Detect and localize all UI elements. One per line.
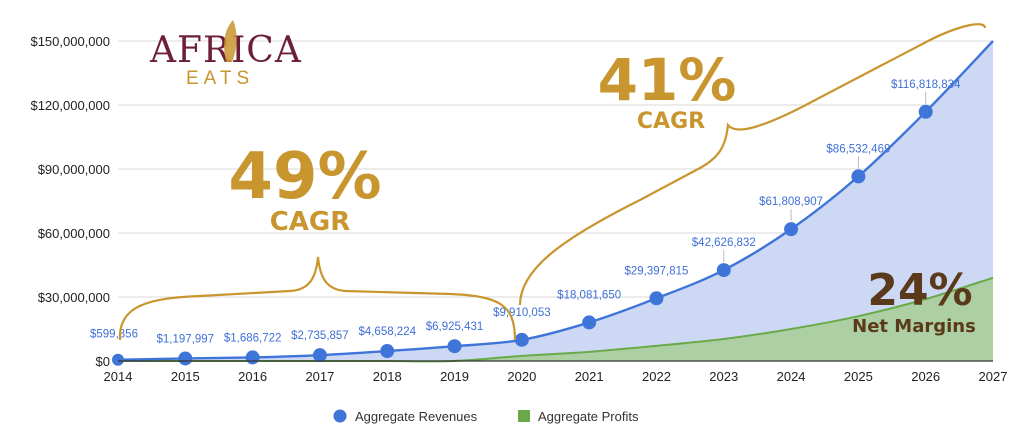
x-tick-label: 2015: [171, 369, 200, 384]
x-tick-label: 2025: [844, 369, 873, 384]
x-tick-label: 2026: [911, 369, 940, 384]
cagr1-value: 49%: [228, 140, 381, 214]
y-tick-label: $30,000,000: [38, 290, 110, 305]
revenue-point: [918, 104, 933, 119]
legend-profit-label: Aggregate Profits: [538, 409, 639, 424]
africa-eats-logo: AFRICA EATS: [149, 20, 301, 89]
wheat-icon: [224, 20, 237, 62]
revenue-data-label: $4,658,224: [358, 326, 416, 338]
y-tick-label: $150,000,000: [30, 34, 110, 49]
x-tick-label: 2022: [642, 369, 671, 384]
revenue-data-label: $61,808,907: [759, 196, 823, 208]
cagr2-value: 41%: [598, 46, 737, 114]
cagr1-label: CAGR: [270, 207, 351, 237]
logo-word-eats: EATS: [186, 68, 254, 89]
legend: Aggregate Revenues Aggregate Profits: [333, 409, 639, 424]
revenue-point: [784, 222, 799, 237]
revenue-data-label: $1,197,997: [157, 333, 215, 345]
revenue-point: [851, 169, 866, 184]
revenue-point: [245, 350, 260, 365]
cagr2-brace: [518, 23, 987, 306]
x-tick-label: 2018: [373, 369, 402, 384]
revenue-point: [582, 315, 597, 330]
revenue-data-label: $116,818,834: [891, 79, 961, 91]
revenue-data-label: $2,735,857: [291, 330, 349, 342]
revenue-data-label: $599,856: [90, 329, 138, 341]
cagr1-brace: [118, 256, 517, 341]
revenue-point: [112, 353, 124, 366]
x-tick-label: 2027: [979, 369, 1008, 384]
revenue-line-layer: $599,856 $1,197,997 $1,686,722 $2,735,857 $4…: [90, 40, 994, 366]
legend-revenue-label: Aggregate Revenues: [355, 409, 478, 424]
revenue-point: [514, 332, 529, 347]
x-tick-label: 2020: [507, 369, 536, 384]
y-tick-label: $60,000,000: [38, 226, 110, 241]
revenue-data-label: $29,397,815: [624, 265, 688, 277]
revenue-data-label: $1,686,722: [224, 332, 282, 344]
revenue-data-label: $18,081,650: [557, 289, 621, 301]
margin-value: 24%: [867, 265, 972, 316]
legend-profit-marker: [518, 410, 530, 422]
cagr2-label: CAGR: [637, 109, 705, 134]
x-tick-label: 2024: [777, 369, 806, 384]
revenue-point: [380, 344, 395, 359]
x-tick-label: 2016: [238, 369, 267, 384]
y-tick-label: $120,000,000: [30, 98, 110, 113]
revenue-point: [312, 348, 327, 363]
revenue-data-label: $42,626,832: [692, 237, 756, 249]
x-tick-label: 2021: [575, 369, 604, 384]
y-tick-label: $90,000,000: [38, 162, 110, 177]
profit-area: [118, 277, 993, 362]
x-tick-label: 2023: [709, 369, 738, 384]
revenue-area: [118, 41, 993, 361]
x-tick-label: 2017: [305, 369, 334, 384]
revenue-series: [118, 41, 993, 361]
margin-label: Net Margins: [852, 316, 976, 337]
revenue-point: [447, 339, 462, 354]
legend-revenue-marker: [333, 409, 347, 423]
revenue-data-label: $6,925,431: [426, 321, 484, 333]
axes: $0 $30,000,000 $60,000,000 $90,000,000 $120,…: [30, 34, 1007, 384]
x-tick-label: 2014: [104, 369, 133, 384]
x-tick-label: 2019: [440, 369, 469, 384]
revenue-point: [178, 351, 193, 366]
y-tick-label: $0: [96, 354, 110, 369]
revenue-data-label: $86,532,469: [826, 143, 890, 155]
revenue-point: [649, 291, 664, 306]
revenue-point: [716, 263, 731, 278]
revenue-data-label: $9,910,053: [493, 307, 551, 319]
